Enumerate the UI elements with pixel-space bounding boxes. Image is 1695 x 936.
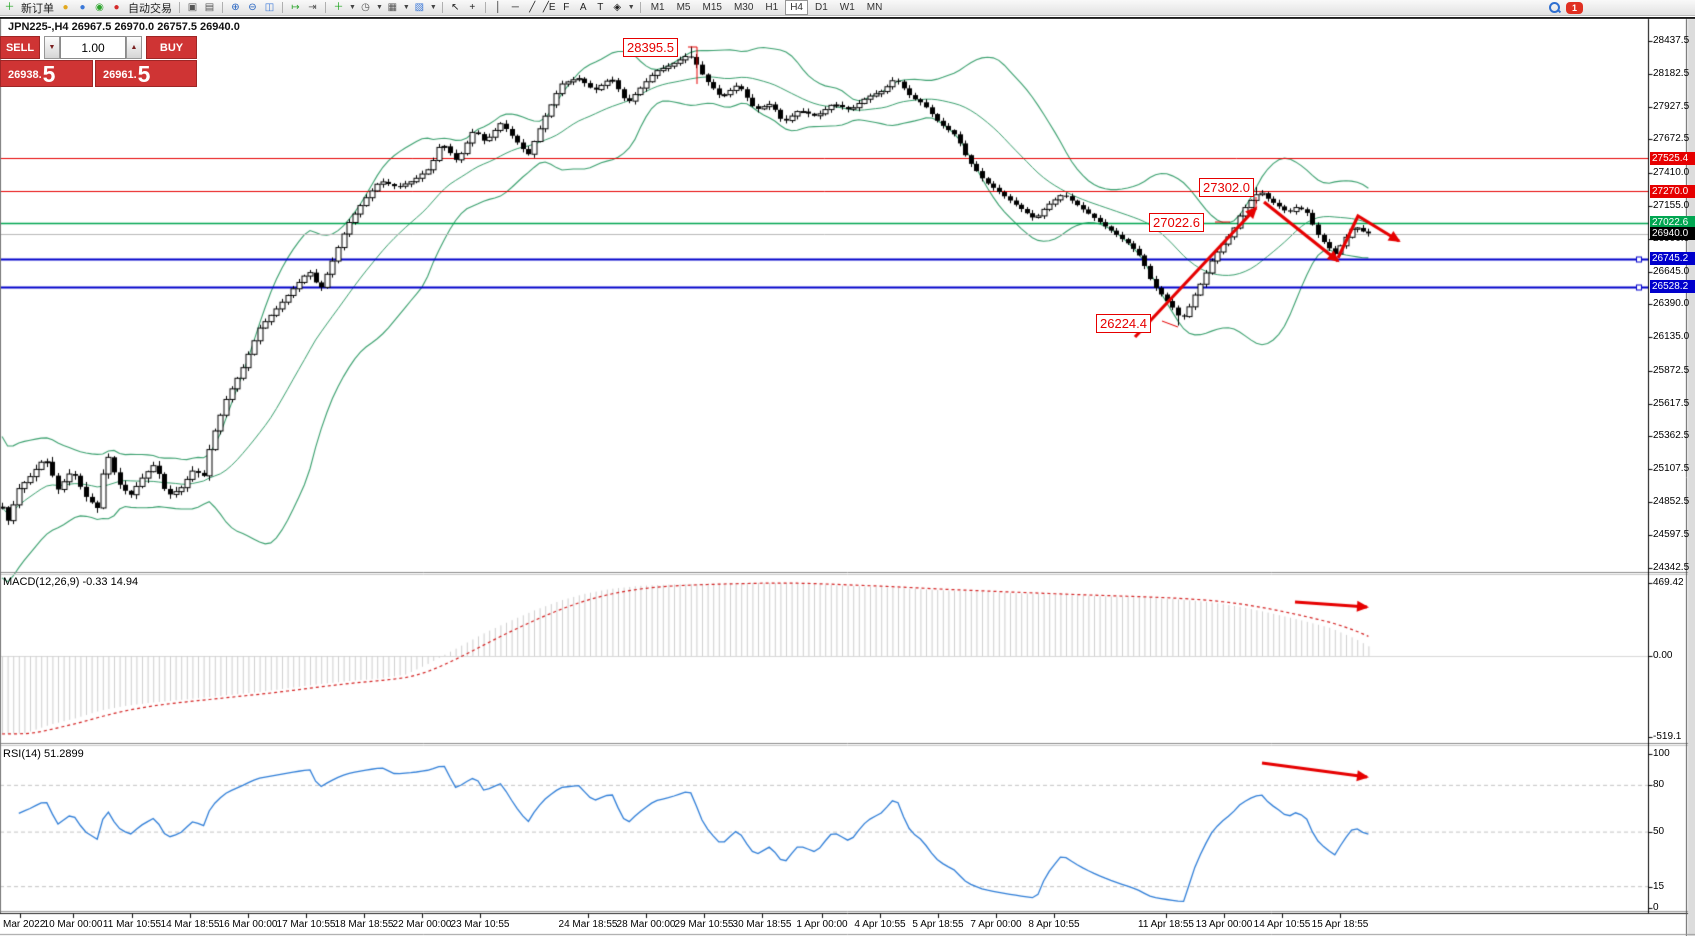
sell-button[interactable]: SELL xyxy=(0,36,40,59)
chart-title: JPN225-,H4 26967.5 26970.0 26757.5 26940… xyxy=(8,21,240,33)
price-annotation[interactable]: 27022.6 xyxy=(1149,213,1204,232)
sell-price-big-digit: 5 xyxy=(42,61,56,87)
volume-decrease-button[interactable]: ▼ xyxy=(44,36,60,59)
price-annotation[interactable]: 26224.4 xyxy=(1096,314,1151,333)
buy-price-big-digit: 5 xyxy=(137,61,151,87)
buy-price-main: 26961. xyxy=(103,69,137,81)
sell-price-display[interactable]: 26938. 5 xyxy=(0,60,93,87)
buy-button[interactable]: BUY xyxy=(146,36,197,59)
sell-price-main: 26938. xyxy=(8,69,42,81)
one-click-trading-panel: SELL ▼ ▲ BUY 26938. 5 26961. 5 xyxy=(0,36,197,87)
price-annotation[interactable]: 27302.0 xyxy=(1199,178,1254,197)
volume-increase-button[interactable]: ▲ xyxy=(126,36,142,59)
buy-price-display[interactable]: 26961. 5 xyxy=(95,60,197,87)
volume-input[interactable] xyxy=(60,36,126,59)
price-annotation[interactable]: 28395.5 xyxy=(623,38,678,57)
